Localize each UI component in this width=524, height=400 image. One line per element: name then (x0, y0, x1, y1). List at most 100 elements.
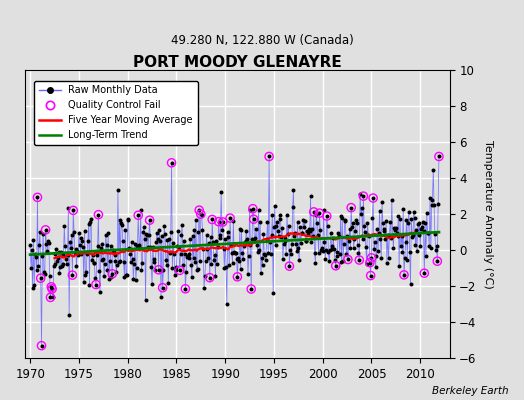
Point (88, 257, 96, 264)
Point (385, 255, 393, 262)
Point (127, 239, 136, 245)
Point (155, 267, 163, 273)
Point (219, 219, 227, 225)
Point (195, 207, 203, 213)
Point (207, 260, 215, 267)
Point (31, 251, 39, 258)
Point (179, 262, 187, 268)
Point (369, 195, 377, 201)
Point (300, 224, 308, 230)
Point (340, 241, 348, 247)
Title: PORT MOODY GLENAYRE: PORT MOODY GLENAYRE (133, 55, 342, 70)
Point (167, 160, 176, 166)
Point (78, 238, 86, 244)
Point (48, 286, 56, 292)
Point (89, 252, 97, 258)
Point (242, 238, 250, 244)
Point (56, 264, 64, 270)
Point (54, 248, 63, 255)
Point (39, 231, 47, 237)
Point (247, 286, 255, 292)
Point (270, 203, 279, 210)
Point (63, 252, 72, 258)
Point (367, 255, 376, 261)
Point (328, 243, 336, 249)
Point (274, 228, 282, 234)
Point (202, 258, 210, 264)
Point (326, 229, 335, 236)
Point (134, 212, 143, 218)
Point (174, 244, 183, 250)
Point (332, 253, 341, 260)
Point (419, 228, 428, 234)
Point (358, 236, 367, 242)
Point (267, 231, 276, 238)
Point (50, 263, 58, 270)
Point (51, 251, 60, 257)
Point (410, 209, 418, 216)
Point (301, 238, 310, 244)
Point (380, 226, 389, 232)
Point (71, 246, 80, 252)
Point (418, 223, 426, 230)
Point (40, 271, 49, 278)
Point (334, 230, 342, 236)
Point (152, 230, 161, 236)
Point (151, 267, 159, 274)
Point (159, 267, 168, 273)
Point (243, 235, 252, 242)
Point (359, 193, 367, 199)
Point (271, 241, 280, 248)
Point (310, 250, 319, 257)
Point (272, 223, 280, 229)
Point (161, 231, 169, 238)
Point (40, 269, 48, 275)
Point (62, 256, 70, 262)
Point (292, 248, 301, 254)
Point (372, 264, 380, 270)
Point (204, 255, 212, 261)
Point (330, 246, 339, 252)
Point (387, 235, 395, 242)
Point (173, 242, 181, 249)
Point (130, 261, 138, 267)
Point (26, 242, 35, 248)
Point (347, 204, 355, 211)
Point (102, 242, 111, 248)
Point (361, 228, 369, 235)
Point (301, 218, 309, 224)
Point (183, 254, 191, 260)
Point (140, 236, 149, 242)
Point (394, 212, 402, 219)
Point (261, 257, 270, 263)
Point (335, 251, 344, 258)
Point (136, 207, 145, 214)
Point (219, 219, 227, 225)
Point (112, 268, 121, 275)
Point (221, 236, 230, 243)
Point (205, 274, 214, 281)
Point (332, 262, 340, 269)
Point (28, 246, 36, 253)
Point (310, 209, 318, 215)
Point (323, 213, 331, 219)
Point (308, 226, 316, 232)
Point (341, 218, 349, 224)
Point (263, 219, 271, 226)
Point (128, 256, 137, 262)
Point (258, 262, 267, 268)
Point (279, 241, 288, 247)
Point (214, 218, 223, 225)
Point (174, 228, 182, 234)
Point (157, 294, 165, 300)
Point (283, 230, 292, 237)
Point (400, 272, 408, 278)
Point (132, 277, 140, 284)
Point (214, 218, 223, 225)
Point (254, 206, 263, 213)
Point (385, 233, 394, 240)
Point (29, 236, 38, 243)
Point (305, 226, 313, 232)
Point (41, 227, 50, 233)
Point (57, 249, 65, 256)
